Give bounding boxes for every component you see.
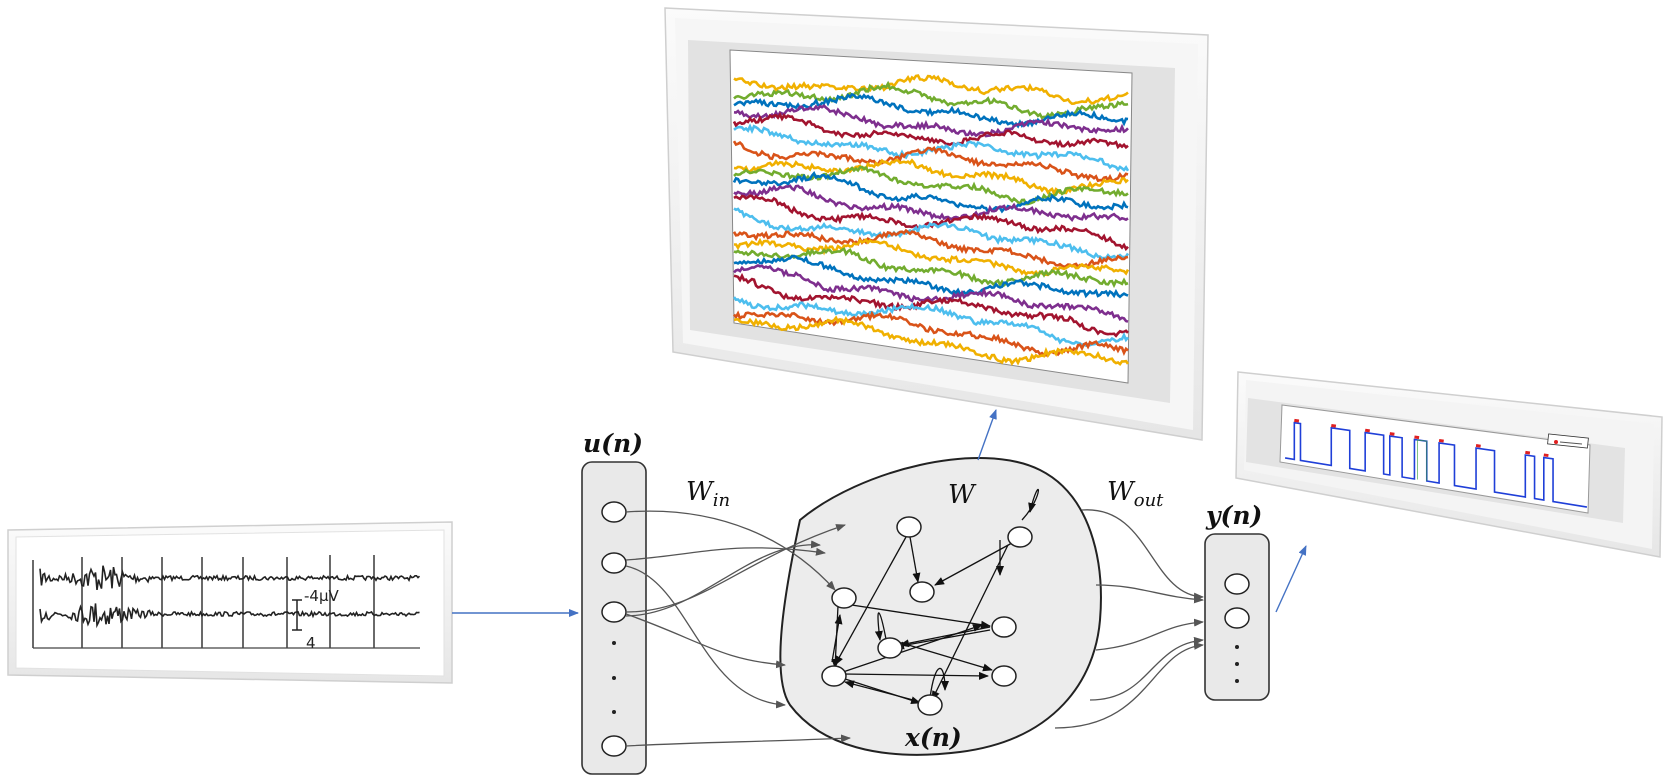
input-node xyxy=(601,501,627,523)
eeg-trace-2 xyxy=(39,603,420,629)
reservoir-state-line xyxy=(733,263,1129,323)
reservoir-nodes xyxy=(821,516,1033,716)
ellipsis-dot xyxy=(612,676,616,680)
output-pulse-marker xyxy=(1475,444,1481,448)
eeg-scale-tick: 4 xyxy=(306,634,316,652)
input-node xyxy=(601,552,627,574)
output-pulse-marker xyxy=(1364,428,1370,433)
eeg-scale-bar xyxy=(292,599,302,631)
reservoir-state-label: x(n) xyxy=(904,723,962,752)
output-to-result-arrow xyxy=(1275,545,1307,613)
output-legend-line xyxy=(1559,441,1583,445)
reservoir-state-line xyxy=(733,80,1129,120)
reservoir-node xyxy=(896,516,922,538)
output-result-panel xyxy=(1235,371,1663,558)
output-pulse-marker xyxy=(1438,438,1444,443)
ellipsis-dot xyxy=(1235,662,1239,666)
eeg-input-panel: -4μV 4 xyxy=(7,521,453,684)
reservoir-node xyxy=(991,665,1017,687)
reservoir-state-line xyxy=(733,74,1129,106)
reservoir-state-line xyxy=(733,104,1129,138)
reservoir-node xyxy=(1007,526,1033,548)
reservoir-state-line xyxy=(733,272,1129,338)
output-vector-label: y(n) xyxy=(1205,501,1262,530)
ellipsis-dot xyxy=(612,710,616,714)
reservoir-state-line xyxy=(732,170,1129,215)
output-legend-marker xyxy=(1554,440,1558,444)
output-node xyxy=(1224,607,1250,629)
eeg-scale-label: -4μV xyxy=(304,587,339,605)
input-node xyxy=(601,601,627,623)
reservoir-states-panel xyxy=(664,7,1209,441)
reservoir-weights-label: W xyxy=(948,480,977,510)
output-pulse-marker xyxy=(1389,432,1395,436)
output-pulse-markers xyxy=(1294,418,1549,458)
output-connections xyxy=(1054,509,1204,729)
output-pulse-trace-secondary xyxy=(1417,439,1428,481)
ellipsis-dot xyxy=(612,641,616,645)
reservoir-state-line xyxy=(733,315,1130,366)
reservoir-node xyxy=(831,587,857,609)
output-weights-label: Wout xyxy=(1107,477,1164,511)
output-pulse-marker xyxy=(1543,453,1549,458)
reservoir-state-series xyxy=(732,74,1130,366)
reservoir-to-states-arrow xyxy=(977,409,997,461)
reservoir-node xyxy=(909,581,935,603)
reservoir-state-line xyxy=(732,228,1129,270)
eeg-trace-1 xyxy=(39,565,421,591)
reservoir-node xyxy=(917,694,943,716)
reservoir-node xyxy=(821,665,847,687)
reservoir-node xyxy=(877,637,903,659)
reservoir-state-line xyxy=(734,237,1130,278)
reservoir-state-line xyxy=(732,140,1129,183)
input-node xyxy=(601,735,627,757)
input-connections xyxy=(625,510,851,747)
reservoir-node xyxy=(991,616,1017,638)
reservoir-state-line xyxy=(733,254,1129,299)
output-pulse-marker xyxy=(1331,424,1337,428)
output-vector xyxy=(1204,533,1270,701)
output-legend-box xyxy=(1547,433,1589,449)
reservoir-state-line xyxy=(732,296,1130,348)
input-weights-label: Win xyxy=(686,477,730,511)
reservoir-state-line xyxy=(733,310,1129,357)
reservoir-state-line xyxy=(732,111,1129,150)
eeg-grid xyxy=(32,555,420,649)
reservoir-connections xyxy=(831,488,1040,705)
ellipsis-dot xyxy=(1235,645,1239,649)
output-pulse-marker xyxy=(1414,435,1420,440)
reservoir-state-line xyxy=(733,184,1129,223)
reservoir-state-line xyxy=(733,207,1130,260)
output-node xyxy=(1224,573,1250,595)
reservoir-state-line xyxy=(733,247,1129,289)
output-pulse-marker xyxy=(1294,418,1300,423)
output-pulse-marker xyxy=(1525,450,1531,455)
ellipsis-dot xyxy=(1235,679,1239,683)
input-vector-label: u(n) xyxy=(583,429,643,458)
